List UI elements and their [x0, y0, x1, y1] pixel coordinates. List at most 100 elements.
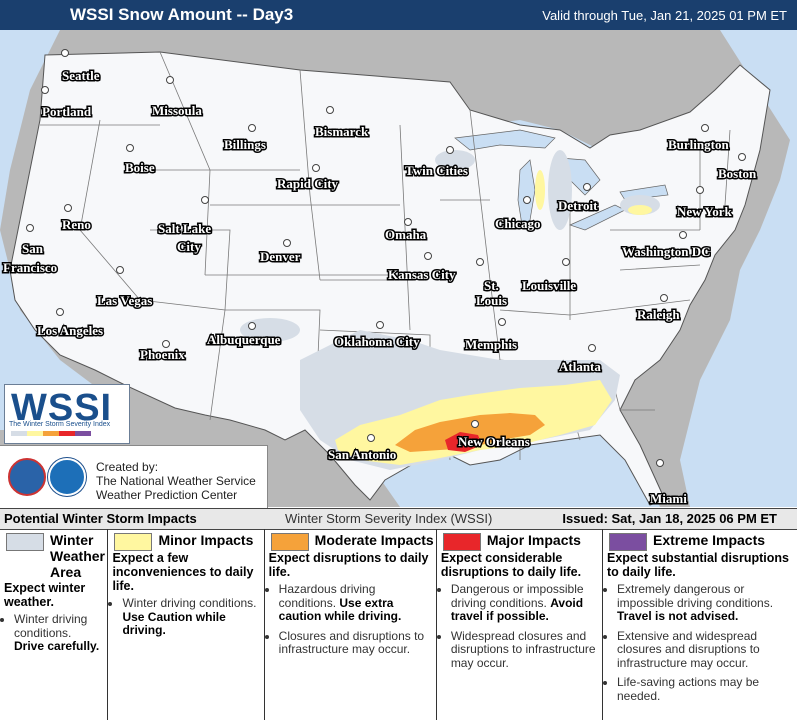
- city-dot-icon: [471, 420, 479, 428]
- city-dot-icon: [56, 308, 64, 316]
- city-dot-icon: [126, 144, 134, 152]
- valid-time: Valid through Tue, Jan 21, 2025 01 PM ET: [542, 8, 787, 23]
- city-dot-icon: [562, 258, 570, 266]
- city-dot-icon: [116, 266, 124, 274]
- city-label: Boston: [718, 166, 757, 181]
- city-label: Salt Lake: [158, 221, 211, 236]
- city-dot-icon: [696, 186, 704, 194]
- city-dot-icon: [166, 76, 174, 84]
- city-label: Las Vegas: [97, 293, 152, 308]
- noaa-logo-icon: [48, 458, 86, 496]
- map-title: WSSI Snow Amount -- Day3: [70, 5, 294, 24]
- legend-major-name: Major Impacts: [486, 532, 581, 548]
- legend-ww-name: Winter Weather Area: [50, 532, 105, 580]
- city-dot-icon: [660, 294, 668, 302]
- credits-text: Created by: The National Weather Service…: [96, 460, 256, 502]
- legend-extreme-bullets: Extremely dangerous or impossible drivin…: [603, 582, 797, 703]
- city-label: Reno: [62, 217, 91, 232]
- bullet-text: Closures and disruptions to infrastructu…: [278, 628, 425, 656]
- city-label: Bismarck: [315, 124, 369, 139]
- atlantic-ocean: [680, 30, 797, 507]
- city-label: Omaha: [385, 227, 427, 242]
- moderate-impacts-area: [395, 413, 545, 452]
- city-dot-icon: [476, 258, 484, 266]
- city-label: New Orleans: [458, 434, 530, 449]
- city-dot-icon: [61, 49, 69, 57]
- major-impacts-area: [445, 432, 482, 452]
- city-dot-icon: [404, 218, 412, 226]
- city-label: Portland: [42, 104, 92, 119]
- bullet-bold: Use extra caution while driving.: [278, 595, 402, 623]
- city-label: St.: [484, 278, 499, 293]
- city-dot-icon: [588, 344, 596, 352]
- city-label: Memphis: [465, 337, 517, 352]
- city-label: Phoenix: [140, 347, 185, 362]
- city-label: San: [22, 241, 44, 256]
- bullet-text: Winter driving conditions.: [14, 612, 88, 640]
- bullet-bold: Use Caution while driving.: [122, 609, 226, 637]
- legend-extreme-bullet-3: Life-saving actions may be needed.: [617, 675, 793, 703]
- city-dot-icon: [583, 183, 591, 191]
- legend-title: Potential Winter Storm Impacts: [4, 511, 197, 526]
- city-label: Detroit: [558, 198, 598, 213]
- bullet-text: Dangerous or impossible driving conditio…: [450, 582, 584, 610]
- legend-ww-name-2: Weather: [50, 548, 105, 564]
- legend-winter-weather: Winter Weather Area Expect winter weathe…: [0, 529, 109, 720]
- legend-moderate-bullet-1: Hazardous driving conditions. Use extra …: [278, 582, 432, 624]
- city-label: Oklahoma City: [334, 334, 420, 349]
- wssi-bar-ww: [11, 431, 27, 436]
- city-label: Miami: [650, 491, 687, 506]
- city-dot-icon: [376, 321, 384, 329]
- wssi-logo: WSSI The Winter Storm Severity Index: [4, 384, 130, 444]
- legend-minor: Minor Impacts Expect a few inconvenience…: [108, 529, 265, 720]
- legend-major-bullet-1: Dangerous or impossible driving conditio…: [450, 582, 598, 624]
- city-dot-icon: [41, 86, 49, 94]
- city-label: Boise: [125, 160, 155, 175]
- city-label: Francisco: [3, 260, 57, 275]
- city-label: Atlanta: [559, 359, 601, 374]
- city-label: Billings: [224, 137, 266, 152]
- bullet-text: Hazardous driving conditions.: [278, 582, 376, 610]
- nws-logo-icon: [8, 458, 46, 496]
- city-dot-icon: [424, 252, 432, 260]
- city-label: Missoula: [152, 103, 202, 118]
- city-dot-icon: [283, 239, 291, 247]
- title-bar: WSSI Snow Amount -- Day3 Valid through T…: [0, 0, 797, 30]
- credits-line-3: Weather Prediction Center: [96, 488, 238, 502]
- city-dot-icon: [26, 224, 34, 232]
- credits-box: Created by: The National Weather Service…: [0, 445, 268, 508]
- legend-major-swatch: [442, 533, 481, 551]
- city-dot-icon: [326, 106, 334, 114]
- wssi-logo-text: WSSI: [11, 387, 113, 429]
- city-label: Kansas City: [388, 267, 456, 282]
- map-canvas[interactable]: Seattle Portland Missoula Billings Bismarck B…: [0, 30, 797, 507]
- map-panel[interactable]: Seattle Portland Missoula Billings Bismarck B…: [0, 30, 797, 507]
- legend-extreme: Extreme Impacts Expect substantial disru…: [603, 529, 797, 720]
- city-dot-icon: [201, 196, 209, 204]
- city-dot-icon: [738, 153, 746, 161]
- city-dot-icon: [162, 340, 170, 348]
- city-label: Washington DC: [622, 244, 711, 259]
- legend-moderate-bullet-2: Closures and disruptions to infrastructu…: [278, 628, 432, 657]
- legend-ww-header: Winter Weather Area: [0, 529, 107, 581]
- legend-minor-header: Minor Impacts: [108, 529, 263, 551]
- legend-extreme-header: Extreme Impacts: [603, 529, 797, 551]
- bullet-bold: Drive carefully.: [14, 639, 100, 653]
- legend-ww-name-3: Area: [50, 564, 82, 580]
- city-dot-icon: [701, 124, 709, 132]
- city-dot-icon: [312, 164, 320, 172]
- legend-moderate-header: Moderate Impacts: [265, 529, 436, 551]
- city-label: Louisville: [522, 278, 576, 293]
- wssi-logo-subtitle: The Winter Storm Severity Index: [9, 421, 111, 428]
- city-label: San Antonio: [328, 447, 396, 462]
- city-layer: Seattle Portland Missoula Billings Bismarck B…: [2, 49, 759, 507]
- issued-time: Issued: Sat, Jan 18, 2025 06 PM ET: [562, 511, 777, 526]
- wssi-bar-minor: [27, 431, 43, 436]
- city-dot-icon: [248, 124, 256, 132]
- legend-minor-bullet: Winter driving conditions. Use Caution w…: [122, 596, 259, 638]
- legend-ww-bullets: Winter driving conditions. Drive careful…: [0, 612, 107, 654]
- legend-ww-name-1: Winter: [50, 532, 94, 548]
- credits-line-2: The National Weather Service: [96, 474, 256, 488]
- city-label: Raleigh: [637, 307, 680, 322]
- legend-extreme-bullet-2: Extensive and widespread closures and di…: [617, 629, 793, 671]
